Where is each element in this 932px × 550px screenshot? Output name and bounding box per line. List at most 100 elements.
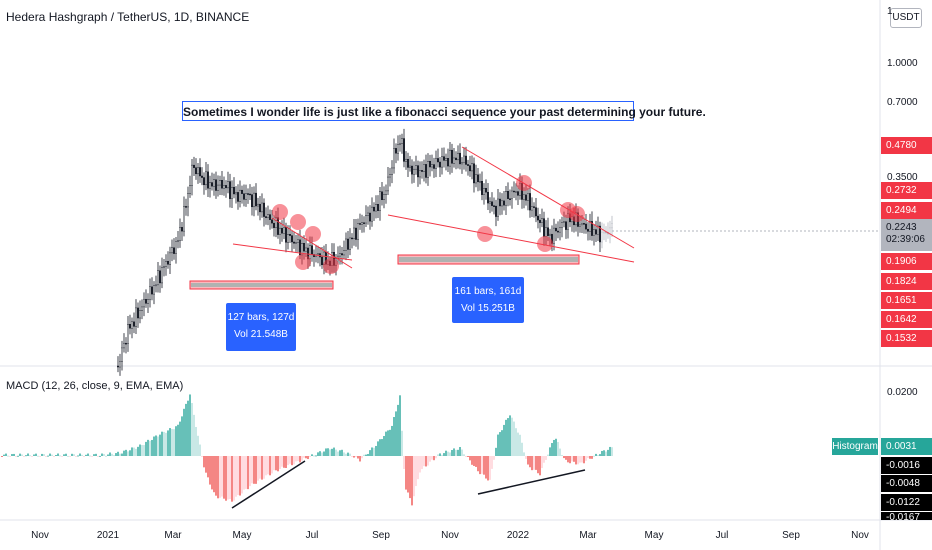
candle-body [347, 238, 350, 250]
histogram-bar [543, 456, 545, 463]
candle-body [128, 324, 131, 329]
histogram-bar [465, 456, 467, 457]
macd-tag: -0.0048 [881, 475, 932, 492]
candle-body [371, 206, 374, 222]
histogram-bar [47, 455, 49, 457]
candle-body [156, 270, 159, 286]
candle-body [499, 198, 502, 207]
histogram-bar [259, 456, 261, 479]
histogram-bar [251, 456, 253, 484]
candle-body [409, 165, 412, 168]
histogram-bar [115, 453, 117, 456]
highlight-marker [295, 254, 311, 270]
date-price-range-label[interactable]: 127 bars, 127d Vol 21.548B [226, 303, 296, 351]
histogram-bar [597, 454, 599, 456]
histogram-bar [577, 456, 579, 465]
histogram-bar [503, 424, 505, 456]
candle-body [555, 227, 558, 232]
candle-body [421, 170, 424, 172]
histogram-bar [497, 434, 499, 456]
histogram-bar [531, 456, 533, 471]
histogram-bar [287, 456, 289, 466]
histogram-bar [445, 450, 447, 456]
histogram-bar [353, 456, 355, 458]
histogram-bar [81, 454, 83, 456]
histogram-bar [501, 430, 503, 456]
candle-body [369, 212, 372, 222]
histogram-bar [459, 447, 461, 456]
candle-body [293, 241, 296, 244]
histogram-bar [415, 456, 417, 487]
price-tag: 0.2732 [881, 182, 932, 199]
price-axis-label: 0.7000 [887, 97, 918, 108]
histogram-bar [565, 456, 567, 460]
histogram-bar [71, 453, 73, 456]
histogram-bar [609, 446, 611, 456]
histogram-bar [263, 456, 265, 479]
candle-body [224, 185, 227, 189]
currency-selector[interactable]: USDT [890, 8, 922, 28]
histogram-bar [5, 453, 7, 456]
histogram-bar [587, 456, 589, 459]
histogram-bar [11, 454, 13, 456]
histogram-bar [539, 456, 541, 476]
candle-body [383, 194, 386, 201]
histogram-bar [323, 451, 325, 456]
candle-body [373, 206, 376, 212]
histogram-bar [217, 456, 219, 499]
candle-body [240, 189, 243, 194]
candle-body [565, 221, 568, 230]
histogram-bar [119, 453, 121, 456]
candle-body [144, 299, 147, 304]
histogram-bar [487, 456, 489, 481]
histogram-bar [205, 456, 207, 473]
candle-body [152, 285, 155, 295]
candle-body [493, 205, 496, 207]
histogram-bar [63, 454, 65, 456]
histogram-bar [243, 456, 245, 490]
text-annotation[interactable]: Sometimes I wonder life is just like a f… [182, 101, 706, 121]
histogram-bar [65, 453, 67, 456]
histogram-bar [255, 456, 257, 484]
time-axis-label: Nov [31, 530, 49, 541]
candle-body [579, 224, 582, 227]
candle-body [561, 222, 564, 228]
histogram-bar [147, 439, 149, 456]
histogram-bar [307, 456, 309, 460]
time-axis-label: 2021 [96, 530, 120, 541]
histogram-bar [449, 452, 451, 456]
date-price-range-label[interactable]: 161 bars, 161d Vol 15.251B [452, 277, 524, 323]
candle-body [477, 174, 480, 183]
time-axis-label: Jul [715, 530, 729, 541]
candle-body [180, 227, 183, 232]
histogram-bar [207, 456, 209, 478]
histogram-bar [443, 453, 445, 456]
candle-body [164, 260, 167, 267]
histogram-bar [383, 436, 385, 456]
price-tag: 0.1532 [881, 330, 932, 347]
candle-body [202, 177, 205, 186]
price-tag: 0.2494 [881, 202, 932, 219]
histogram-bar [537, 456, 539, 474]
candle-body [194, 167, 197, 175]
histogram-bar [393, 417, 395, 456]
candle-body [158, 270, 161, 284]
histogram-bar [131, 447, 133, 456]
histogram-bar [407, 456, 409, 493]
histogram-bar [97, 456, 99, 457]
histogram-bar [607, 449, 609, 456]
candle-body [174, 241, 177, 254]
histogram-bar [471, 456, 473, 465]
histogram-bar [111, 453, 113, 456]
histogram-label: Histogram [832, 438, 878, 455]
candle-body [295, 242, 298, 244]
range-volume-label: Vol 21.548B [234, 329, 288, 340]
histogram-bar [301, 456, 303, 461]
candle-body [353, 227, 356, 239]
candle-body [170, 247, 173, 254]
candle-body [232, 186, 235, 195]
candle-body [465, 155, 468, 165]
candle-body [553, 227, 556, 244]
macd-indicator-title[interactable]: MACD (12, 26, close, 9, EMA, EMA) [6, 380, 184, 392]
